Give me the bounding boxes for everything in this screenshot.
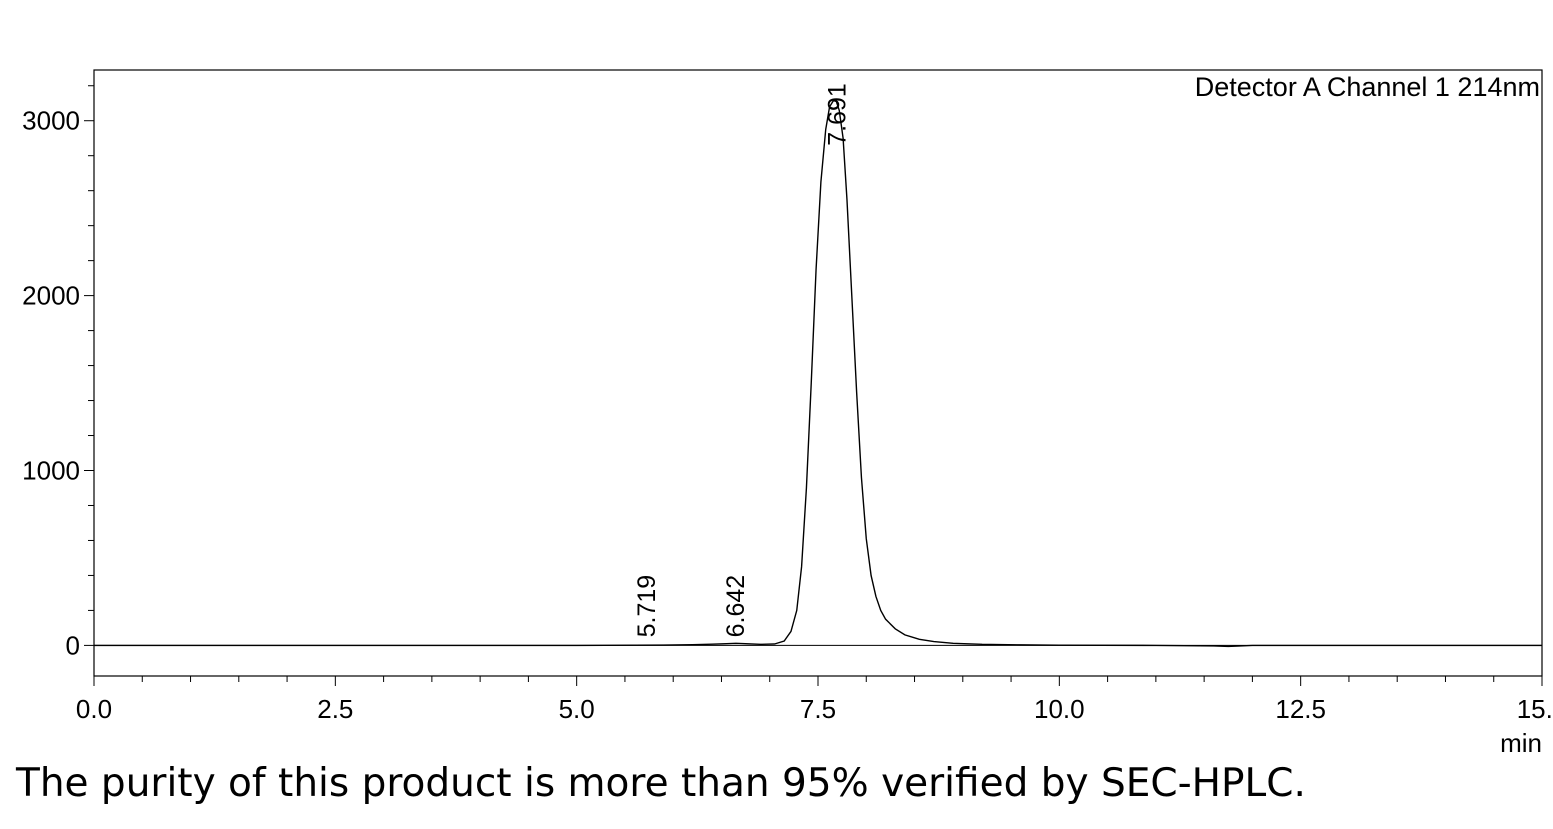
caption-text: The purity of this product is more than … — [16, 761, 1306, 806]
x-tick-label: 7.5 — [800, 694, 836, 724]
x-tick-label: 12.5 — [1275, 694, 1326, 724]
x-unit-label: min — [1500, 728, 1542, 758]
peak-label: 7.691 — [823, 83, 851, 146]
x-tick-label: 2.5 — [317, 694, 353, 724]
x-tick-label: 15.0 — [1517, 694, 1553, 724]
peak-label: 5.719 — [633, 575, 661, 638]
y-tick-label: 0 — [66, 630, 80, 660]
x-tick-label: 0.0 — [76, 694, 112, 724]
x-tick-label: 5.0 — [559, 694, 595, 724]
peak-labels: 5.719 6.642 7.691 — [633, 83, 851, 637]
chromatogram-chart: 0 1000 2000 3000 0.0 2.5 5.0 7.5 10.0 12.5 15.0 5… — [22, 69, 1553, 758]
y-tick-label: 3000 — [22, 106, 80, 136]
y-tick-label: 1000 — [22, 456, 80, 486]
plot-frame — [93, 69, 1543, 677]
y-tick-label: 2000 — [22, 281, 80, 311]
x-axis: 0.0 2.5 5.0 7.5 10.0 12.5 15.0 — [76, 676, 1553, 724]
x-tick-label: 10.0 — [1034, 694, 1085, 724]
detector-label: Detector A Channel 1 214nm — [1195, 72, 1540, 102]
y-axis: 0 1000 2000 3000 — [22, 85, 94, 660]
peak-label: 6.642 — [722, 575, 750, 638]
chromatogram-trace — [94, 99, 1542, 648]
